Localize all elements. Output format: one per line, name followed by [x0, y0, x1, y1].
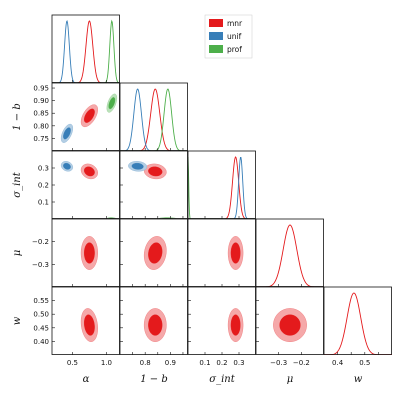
x-axis-label-one_minus_b: 1 − b: [140, 374, 168, 385]
y-tick-label-w: 0.45: [33, 324, 49, 332]
joint-panel-mu-vs-alpha: [80, 236, 98, 270]
marginal-curve-prof-alpha: [52, 19, 120, 83]
panel-frame: [51, 82, 120, 151]
contour-68-mnr-w-vs-sigma_int: [230, 314, 241, 336]
contour-68-mnr-mu-vs-one_minus_b: [148, 242, 163, 264]
marginal-curve-prof-sigma_int: [188, 156, 256, 219]
x-tick-label-mu: −0.2: [293, 359, 310, 367]
y-tick-label-one_minus_b: 0.85: [33, 110, 49, 118]
y-tick-label-sigma_int: 0.1: [38, 199, 49, 207]
panel-frame: [255, 218, 324, 287]
joint-panel-w-vs-one_minus_b: [143, 308, 167, 342]
legend-label-prof: prof: [227, 45, 242, 54]
panel-frame: [187, 150, 256, 219]
panel-frame: [119, 218, 188, 287]
panel-frame: [51, 150, 120, 219]
x-tick-label-w: 0.5: [359, 359, 370, 367]
x-tick-label-sigma_int: 0.1: [199, 359, 210, 367]
joint-panel-w-vs-sigma_int: [227, 308, 244, 342]
panel-frame: [51, 14, 120, 83]
legend-swatch-mnr: [209, 19, 223, 27]
panel-frame: [255, 286, 324, 355]
contour-68-mnr-w-vs-mu: [279, 314, 301, 336]
contour-68-unif-sigma_int-vs-alpha: [63, 163, 71, 170]
y-tick-label-w: 0.50: [33, 311, 49, 319]
marginal-curve-unif-sigma_int: [188, 156, 256, 219]
panel-frame: [119, 286, 188, 355]
marginal-panel-alpha: [52, 19, 120, 83]
marginal-curve-mnr-sigma_int: [188, 156, 256, 219]
legend-swatch-prof: [209, 45, 223, 53]
contour-68-mnr-mu-vs-alpha: [84, 242, 95, 264]
joint-panel-mu-vs-one_minus_b: [143, 236, 167, 270]
y-tick-label-one_minus_b: 0.80: [33, 122, 49, 130]
joint-panel-sigma_int-vs-one_minus_b: [128, 161, 178, 219]
y-tick-label-one_minus_b: 0.90: [33, 97, 49, 105]
contour-68-mnr-w-vs-alpha: [84, 314, 95, 336]
y-tick-label-one_minus_b: 0.75: [33, 135, 49, 143]
contour-68-unif-one_minus_b-vs-alpha: [63, 127, 71, 140]
joint-panel-one_minus_b-vs-alpha: [60, 93, 118, 143]
y-tick-label-w: 0.55: [33, 297, 49, 305]
x-tick-label-alpha: 0.5: [67, 359, 78, 367]
marginal-curve-mnr-w: [324, 292, 392, 355]
y-axis-label-mu: μ: [12, 250, 23, 257]
legend-swatch-unif: [209, 32, 223, 40]
contour-68-mnr-w-vs-one_minus_b: [148, 314, 163, 336]
panel-frame: [187, 218, 256, 287]
panel-frame: [51, 218, 120, 287]
y-tick-label-w: 0.40: [33, 338, 49, 346]
contour-68-mnr-sigma_int-vs-one_minus_b: [148, 166, 163, 177]
y-axis-label-w: w: [12, 316, 23, 325]
y-tick-label-mu: −0.2: [32, 238, 49, 246]
marginal-panel-one_minus_b: [120, 88, 188, 151]
joint-panel-w-vs-alpha: [80, 308, 98, 342]
contour-68-mnr-one_minus_b-vs-alpha: [84, 108, 95, 123]
panel-frame: [323, 286, 392, 355]
marginal-curve-mnr-alpha: [52, 20, 120, 83]
y-tick-label-mu: −0.3: [32, 261, 49, 269]
x-axis-label-sigma_int: σ_int: [209, 374, 235, 385]
joint-panel-sigma_int-vs-alpha: [60, 161, 117, 219]
marginal-panel-mu: [256, 224, 324, 287]
joint-panel-mu-vs-sigma_int: [227, 236, 244, 270]
legend: mnr unif prof: [204, 14, 253, 59]
contour-68-mnr-sigma_int-vs-alpha: [84, 166, 95, 177]
y-axis-label-one_minus_b: 1 − b: [12, 103, 23, 131]
x-axis-label-alpha: α: [83, 374, 90, 385]
x-tick-label-mu: −0.3: [270, 359, 287, 367]
x-tick-label-w: 0.4: [332, 359, 344, 367]
contour-68-unif-sigma_int-vs-one_minus_b: [131, 162, 144, 170]
contour-68-prof-one_minus_b-vs-alpha: [108, 97, 116, 110]
x-axis-label-w: w: [354, 374, 363, 385]
panel-frame: [51, 286, 120, 355]
x-tick-label-sigma_int: 0.2: [216, 359, 227, 367]
joint-panel-w-vs-mu: [273, 308, 307, 342]
y-tick-label-sigma_int: 0.3: [38, 165, 49, 173]
marginal-panel-sigma_int: [188, 156, 256, 219]
contour-68-mnr-mu-vs-sigma_int: [230, 242, 241, 264]
panel-frame: [119, 82, 188, 151]
marginal-curve-mnr-mu: [256, 224, 324, 287]
x-tick-label-one_minus_b: 0.9: [165, 359, 176, 367]
y-tick-label-one_minus_b: 0.95: [33, 85, 49, 93]
x-tick-label-sigma_int: 0.3: [233, 359, 244, 367]
legend-label-mnr: mnr: [227, 19, 243, 28]
marginal-panel-w: [324, 292, 392, 355]
marginal-curve-unif-one_minus_b: [120, 88, 188, 151]
marginal-curve-unif-alpha: [52, 19, 120, 83]
panel-frame: [119, 150, 188, 219]
marginal-curve-mnr-one_minus_b: [120, 88, 188, 151]
x-tick-label-one_minus_b: 0.8: [140, 359, 151, 367]
y-tick-label-sigma_int: 0.2: [38, 182, 49, 190]
panel-frame: [187, 286, 256, 355]
legend-label-unif: unif: [227, 32, 242, 41]
x-axis-label-mu: μ: [287, 374, 294, 385]
x-tick-label-alpha: 1.0: [101, 359, 112, 367]
y-axis-label-sigma_int: σ_int: [12, 171, 23, 197]
